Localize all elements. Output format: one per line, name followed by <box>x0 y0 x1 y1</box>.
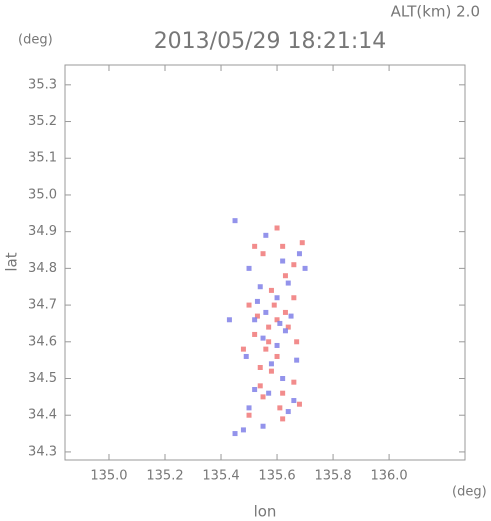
data-point <box>291 262 297 268</box>
data-point <box>282 309 288 315</box>
data-point <box>285 409 291 415</box>
data-point <box>274 342 280 348</box>
data-point <box>274 353 280 359</box>
data-point <box>266 339 272 345</box>
data-point <box>252 387 258 393</box>
data-point <box>280 416 286 422</box>
data-point <box>271 302 277 308</box>
y-tick-label: 35.0 <box>28 187 57 202</box>
data-point <box>252 317 258 323</box>
x-tick-label: 135.6 <box>258 469 295 484</box>
data-point <box>299 240 305 246</box>
data-point <box>268 361 274 367</box>
data-point <box>252 331 258 337</box>
data-point <box>266 324 272 330</box>
data-point <box>288 313 294 319</box>
data-point <box>282 328 288 334</box>
y-tick-label: 34.9 <box>28 224 57 239</box>
data-point <box>263 346 269 352</box>
data-point <box>226 317 232 323</box>
data-point <box>268 287 274 293</box>
data-point <box>246 265 252 271</box>
data-point <box>246 302 252 308</box>
data-point <box>266 390 272 396</box>
x-axis-label: lon <box>254 503 277 521</box>
data-point <box>268 368 274 374</box>
data-point <box>296 401 302 407</box>
data-point <box>274 225 280 231</box>
x-tick-label: 136.0 <box>370 469 407 484</box>
data-point <box>280 258 286 264</box>
y-tick-label: 35.2 <box>28 114 57 129</box>
x-tick-label: 135.2 <box>146 469 183 484</box>
data-point <box>277 320 283 326</box>
data-point <box>263 232 269 238</box>
data-point <box>302 265 308 271</box>
data-point <box>280 390 286 396</box>
plot-frame <box>64 64 466 461</box>
data-point <box>277 405 283 411</box>
y-tick-label: 34.8 <box>28 261 57 276</box>
data-point <box>294 339 300 345</box>
y-tick-label: 34.5 <box>28 371 57 386</box>
data-point <box>291 379 297 385</box>
data-point <box>232 431 238 437</box>
data-point <box>263 309 269 315</box>
data-point <box>254 313 260 319</box>
data-point <box>274 295 280 301</box>
data-point <box>257 364 263 370</box>
data-point <box>282 273 288 279</box>
data-point <box>257 284 263 290</box>
x-tick-label: 135.0 <box>90 469 127 484</box>
data-point <box>291 295 297 301</box>
y-tick-label: 34.4 <box>28 408 57 423</box>
data-point <box>232 218 238 224</box>
data-point <box>254 298 260 304</box>
data-point <box>257 383 263 389</box>
data-point <box>285 324 291 330</box>
data-point <box>291 398 297 404</box>
y-unit: (deg) <box>18 33 53 48</box>
data-point <box>260 251 266 257</box>
data-point <box>260 335 266 341</box>
data-point <box>280 243 286 249</box>
y-tick-label: 35.1 <box>28 151 57 166</box>
chart-title: 2013/05/29 18:21:14 <box>154 29 387 54</box>
data-point <box>243 353 249 359</box>
y-tick-label: 34.3 <box>28 444 57 459</box>
y-axis-label: lat <box>3 252 21 271</box>
data-point <box>246 405 252 411</box>
x-tick-label: 135.8 <box>314 469 351 484</box>
data-point <box>252 243 258 249</box>
data-point <box>246 412 252 418</box>
y-tick-label: 34.6 <box>28 334 57 349</box>
data-point <box>296 251 302 257</box>
data-point <box>274 317 280 323</box>
x-tick-label: 135.4 <box>202 469 239 484</box>
x-unit: (deg) <box>452 485 487 500</box>
y-tick-label: 34.7 <box>28 298 57 313</box>
data-point <box>285 280 291 286</box>
data-point <box>260 423 266 429</box>
data-point <box>294 357 300 363</box>
altitude-label: ALT(km) 2.0 <box>391 3 480 21</box>
data-point <box>280 376 286 382</box>
data-point <box>240 346 246 352</box>
data-point <box>240 427 246 433</box>
y-tick-label: 35.3 <box>28 77 57 92</box>
data-point <box>260 394 266 400</box>
